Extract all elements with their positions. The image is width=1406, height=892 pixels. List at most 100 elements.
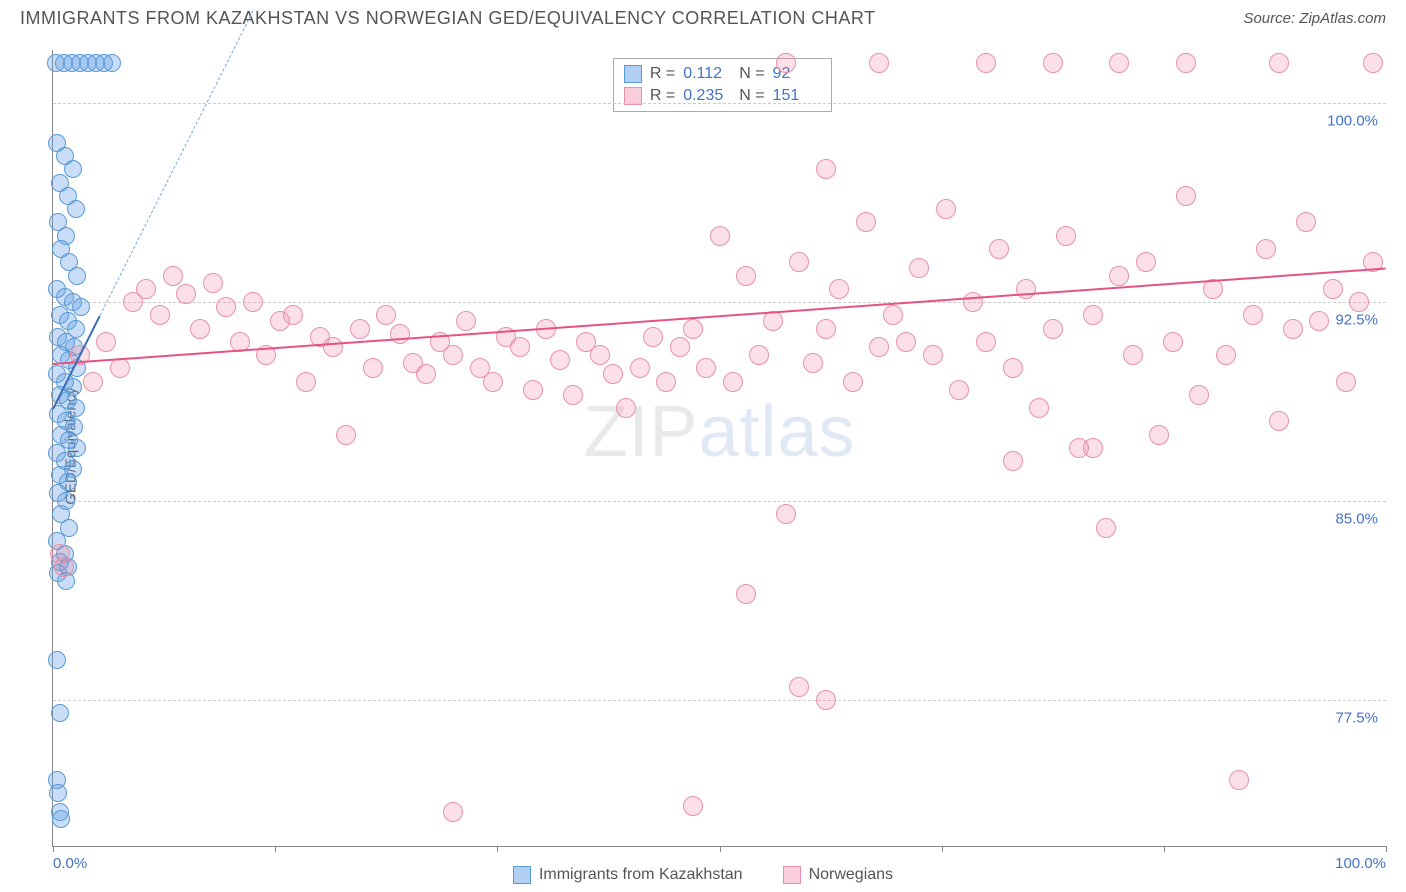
data-point-pink bbox=[736, 584, 756, 604]
data-point-blue bbox=[48, 651, 66, 669]
data-point-pink bbox=[683, 319, 703, 339]
data-point-pink bbox=[776, 53, 796, 73]
data-point-pink bbox=[989, 239, 1009, 259]
data-point-pink bbox=[283, 305, 303, 325]
data-point-pink bbox=[390, 324, 410, 344]
data-point-pink bbox=[1189, 385, 1209, 405]
data-point-pink bbox=[323, 337, 343, 357]
data-point-pink bbox=[83, 372, 103, 392]
data-point-pink bbox=[909, 258, 929, 278]
data-point-pink bbox=[1136, 252, 1156, 272]
data-point-pink bbox=[829, 279, 849, 299]
data-point-pink bbox=[523, 380, 543, 400]
data-point-pink bbox=[510, 337, 530, 357]
data-point-pink bbox=[1163, 332, 1183, 352]
y-tick-label: 92.5% bbox=[1335, 312, 1378, 329]
data-point-pink bbox=[1283, 319, 1303, 339]
data-point-pink bbox=[1176, 53, 1196, 73]
x-tick bbox=[275, 846, 276, 852]
data-point-pink bbox=[1003, 451, 1023, 471]
legend-label-blue: Immigrants from Kazakhstan bbox=[539, 866, 743, 884]
gridline bbox=[53, 700, 1386, 701]
gridline bbox=[53, 501, 1386, 502]
data-point-pink bbox=[883, 305, 903, 325]
data-point-pink bbox=[1336, 372, 1356, 392]
data-point-pink bbox=[603, 364, 623, 384]
data-point-pink bbox=[816, 319, 836, 339]
data-point-pink bbox=[723, 372, 743, 392]
data-point-pink bbox=[776, 504, 796, 524]
data-point-pink bbox=[789, 677, 809, 697]
data-point-pink bbox=[1363, 53, 1383, 73]
data-point-pink bbox=[96, 332, 116, 352]
data-point-pink bbox=[643, 327, 663, 347]
data-point-pink bbox=[190, 319, 210, 339]
data-point-pink bbox=[789, 252, 809, 272]
data-point-pink bbox=[630, 358, 650, 378]
data-point-pink bbox=[1123, 345, 1143, 365]
data-point-pink bbox=[923, 345, 943, 365]
data-point-pink bbox=[376, 305, 396, 325]
data-point-pink bbox=[736, 266, 756, 286]
data-point-pink bbox=[1349, 292, 1369, 312]
y-tick-label: 100.0% bbox=[1327, 113, 1378, 130]
x-tick bbox=[1164, 846, 1165, 852]
data-point-pink bbox=[656, 372, 676, 392]
swatch-blue bbox=[624, 65, 642, 83]
data-point-blue bbox=[51, 704, 69, 722]
data-point-pink bbox=[896, 332, 916, 352]
data-point-pink bbox=[216, 297, 236, 317]
data-point-pink bbox=[1029, 398, 1049, 418]
data-point-blue bbox=[68, 267, 86, 285]
scatter-chart: ZIPatlas R = 0.112 N = 92 R = 0.235 N = … bbox=[52, 50, 1386, 847]
x-tick bbox=[53, 846, 54, 852]
x-tick bbox=[942, 846, 943, 852]
data-point-pink bbox=[1149, 425, 1169, 445]
data-point-pink bbox=[696, 358, 716, 378]
y-tick-label: 85.0% bbox=[1335, 511, 1378, 528]
data-point-pink bbox=[1109, 266, 1129, 286]
data-point-pink bbox=[1323, 279, 1343, 299]
data-point-pink bbox=[1256, 239, 1276, 259]
data-point-pink bbox=[949, 380, 969, 400]
data-point-pink bbox=[443, 345, 463, 365]
data-point-pink bbox=[363, 358, 383, 378]
data-point-pink bbox=[336, 425, 356, 445]
legend-item-pink: Norwegians bbox=[783, 866, 893, 884]
data-point-pink bbox=[416, 364, 436, 384]
data-point-pink bbox=[54, 557, 74, 577]
data-point-pink bbox=[616, 398, 636, 418]
legend-item-blue: Immigrants from Kazakhstan bbox=[513, 866, 743, 884]
swatch-blue bbox=[513, 866, 531, 884]
data-point-pink bbox=[243, 292, 263, 312]
data-point-blue bbox=[103, 54, 121, 72]
data-point-pink bbox=[1083, 438, 1103, 458]
data-point-pink bbox=[803, 353, 823, 373]
data-point-pink bbox=[749, 345, 769, 365]
legend-label-pink: Norwegians bbox=[809, 866, 893, 884]
chart-title: IMMIGRANTS FROM KAZAKHSTAN VS NORWEGIAN … bbox=[20, 8, 876, 29]
r-value-blue: 0.112 bbox=[683, 65, 731, 83]
r-label: R = bbox=[650, 65, 675, 83]
data-point-blue bbox=[67, 200, 85, 218]
data-point-pink bbox=[1176, 186, 1196, 206]
data-point-pink bbox=[1003, 358, 1023, 378]
data-point-pink bbox=[563, 385, 583, 405]
data-point-pink bbox=[1083, 305, 1103, 325]
data-point-blue bbox=[64, 160, 82, 178]
data-point-pink bbox=[1043, 53, 1063, 73]
data-point-pink bbox=[1296, 212, 1316, 232]
data-point-pink bbox=[843, 372, 863, 392]
data-point-pink bbox=[869, 53, 889, 73]
data-point-pink bbox=[483, 372, 503, 392]
data-point-pink bbox=[683, 796, 703, 816]
swatch-pink bbox=[783, 866, 801, 884]
gridline bbox=[53, 103, 1386, 104]
data-point-blue bbox=[52, 810, 70, 828]
x-tick bbox=[497, 846, 498, 852]
data-point-pink bbox=[1016, 279, 1036, 299]
data-point-pink bbox=[136, 279, 156, 299]
data-point-pink bbox=[1229, 770, 1249, 790]
data-point-pink bbox=[110, 358, 130, 378]
data-point-pink bbox=[710, 226, 730, 246]
